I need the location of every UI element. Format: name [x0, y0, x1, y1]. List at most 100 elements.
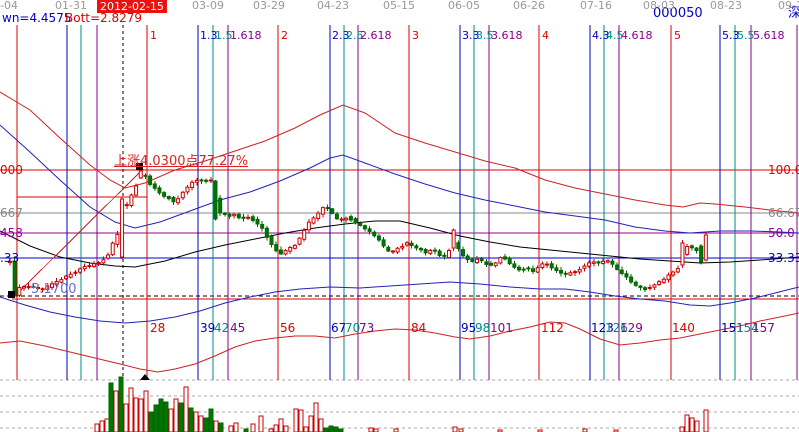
volume-bar: [278, 418, 284, 432]
candle-body: [666, 274, 671, 281]
candle-body: [479, 258, 484, 262]
volume-bar: [143, 390, 149, 432]
candle-body: [680, 242, 685, 266]
candle-body: [199, 179, 204, 182]
candle-body: [250, 216, 255, 221]
candle-body: [671, 271, 676, 276]
candle-body: [540, 263, 545, 268]
candle-body: [255, 218, 260, 225]
candle-body: [400, 246, 405, 249]
candle-body: [610, 260, 615, 265]
candle-body: [316, 212, 321, 220]
volume-bar: [104, 418, 110, 432]
volume-bar: [298, 409, 304, 432]
volume-bar: [94, 423, 100, 432]
candle-body: [194, 179, 199, 183]
volume-bar: [168, 408, 174, 432]
candle-body: [227, 213, 232, 217]
upper-red-band: [0, 91, 799, 214]
candle-body: [503, 256, 508, 260]
candle-body: [353, 218, 358, 224]
volume-bar: [373, 428, 379, 432]
volume-bar: [313, 402, 319, 432]
candle-body: [297, 237, 302, 245]
candle-body: [484, 261, 489, 265]
lower-red-band: [0, 312, 799, 373]
candle-body: [460, 249, 465, 257]
candle-body: [404, 242, 409, 246]
candle-body: [64, 275, 69, 280]
candle-body: [106, 254, 111, 259]
candle-body: [498, 256, 503, 264]
candle-body: [629, 276, 634, 283]
candle-body: [110, 242, 115, 256]
candle-body: [101, 259, 106, 264]
candle-body: [545, 263, 550, 266]
volume-bar: [689, 417, 695, 432]
candle-body: [493, 262, 498, 267]
volume-bar: [258, 415, 264, 432]
candle-body: [162, 192, 167, 197]
candle-body: [526, 267, 531, 270]
candle-body: [278, 249, 283, 255]
candle-body: [208, 179, 213, 182]
candle-body: [12, 260, 17, 296]
volume-bar: [148, 411, 154, 432]
candle-body: [325, 207, 330, 210]
volume-bar: [228, 425, 234, 432]
candlesticks: [8, 168, 708, 298]
candle-body: [17, 286, 22, 296]
candle-body: [685, 246, 690, 255]
volume-bar: [198, 415, 204, 432]
candle-body: [675, 268, 680, 273]
candle-body: [264, 227, 269, 238]
volume-bar: [303, 426, 309, 432]
volume-bar: [208, 408, 214, 432]
candle-body: [45, 285, 50, 290]
candle-body: [292, 244, 297, 249]
volume-bar: [318, 418, 324, 432]
candle-body: [222, 212, 227, 215]
candle-body: [22, 286, 27, 289]
candle-body: [409, 242, 414, 246]
candle-body: [517, 266, 522, 271]
candle-body: [535, 267, 540, 273]
candle-body: [512, 263, 517, 268]
volume-bar: [243, 428, 249, 432]
candle-body: [423, 249, 428, 254]
volume-bar: [123, 403, 129, 432]
candle-body: [306, 221, 311, 231]
trendline-anchor-square: [8, 291, 15, 298]
candle-body: [554, 267, 559, 271]
volume-bar: [193, 411, 199, 432]
candle-body: [115, 233, 120, 245]
candle-body: [344, 217, 349, 221]
candle-body: [283, 250, 288, 255]
candle-body: [699, 245, 704, 263]
candle-body: [78, 268, 83, 273]
candle-body: [577, 269, 582, 273]
candle-body: [647, 286, 652, 289]
volume-bar: [679, 426, 685, 432]
volume-bar: [328, 425, 334, 432]
candle-body: [311, 217, 316, 224]
candle-body: [213, 180, 218, 220]
candle-body: [40, 288, 45, 291]
candle-body: [274, 244, 279, 252]
candle-body: [320, 207, 325, 215]
volume-bar: [218, 422, 224, 432]
candle-body: [390, 250, 395, 253]
candle-body: [475, 258, 479, 264]
moving-average-bands: [0, 91, 799, 373]
candle-body: [260, 224, 265, 229]
candle-body: [190, 181, 195, 189]
candle-body: [87, 265, 92, 268]
volume-bar: [183, 386, 189, 432]
candle-body: [418, 248, 423, 251]
volume-bar: [188, 407, 194, 432]
volume-bar: [108, 382, 114, 432]
volume-bar: [703, 409, 709, 432]
candle-body: [138, 170, 143, 179]
candle-body: [573, 271, 578, 274]
